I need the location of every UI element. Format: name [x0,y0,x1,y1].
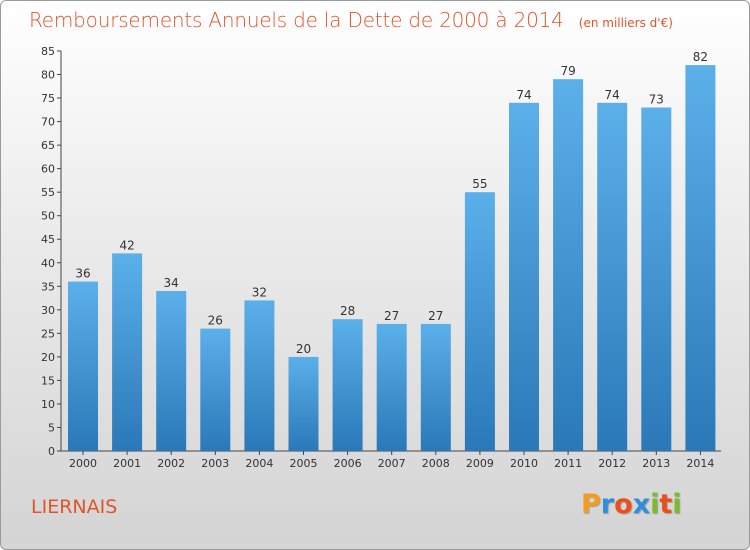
bar [641,107,672,451]
bar [288,356,319,451]
bar [597,102,628,452]
y-tick-label: 85 [41,45,55,58]
x-tick-label: 2010 [510,457,538,470]
bar [332,319,363,451]
y-tick-label: 20 [41,351,55,364]
bar [156,291,187,451]
chart-axes: 0 5 10 15 20 25 30 35 40 45 50 55 60 65 70 75 80 85 2000 20… [41,45,721,470]
y-tick-label: 35 [41,280,55,293]
x-tick-label: 2002 [157,457,185,470]
y-tick-label: 80 [41,69,55,82]
x-tick-label: 2012 [598,457,626,470]
y-tick-label: 10 [41,398,55,411]
x-tick-label: 2001 [113,457,141,470]
x-tick-label: 2011 [554,457,582,470]
logo-letter: o [614,489,633,520]
bar [112,253,143,451]
chart-title: Remboursements Annuels de la Dette de 20… [29,8,564,32]
logo-letter: P [581,489,601,520]
bar [464,192,495,451]
y-tick-label: 65 [41,139,55,152]
x-tick-label: 2005 [290,457,318,470]
data-label: 74 [605,88,620,102]
x-tick-label: 2004 [245,457,273,470]
data-label: 26 [208,314,223,328]
y-tick-label: 40 [41,257,55,270]
y-tick-label: 70 [41,116,55,129]
bar [553,79,584,451]
logo-letter: i [672,489,682,520]
y-tick-label: 45 [41,233,55,246]
chart-unit-note: (en milliers d'€) [578,16,673,30]
data-label: 55 [472,177,487,191]
data-label: 27 [384,309,399,323]
bar [509,102,539,452]
chart-title-block: Remboursements Annuels de la Dette de 20… [29,8,673,32]
y-tick-label: 75 [41,92,55,105]
data-label: 79 [560,64,575,78]
x-tick-label: 2007 [378,457,406,470]
y-tick-label: 0 [48,445,55,458]
x-tick-label: 2013 [642,457,670,470]
logo-letter: x [632,489,651,520]
x-tick-label: 2006 [334,457,362,470]
x-tick-label: 2008 [422,457,450,470]
x-tick-label: 2003 [201,457,229,470]
data-label: 42 [119,238,134,252]
chart-bars [68,65,716,452]
data-label: 27 [428,309,443,323]
y-tick-label: 15 [41,374,55,387]
bar [420,323,451,451]
x-tick-label: 2014 [686,457,714,470]
bar [244,300,275,451]
data-label: 73 [649,93,664,107]
bar [685,65,716,451]
bar [200,328,231,451]
y-tick-label: 30 [41,304,55,317]
bar [68,281,98,451]
x-tick-label: 2000 [69,457,97,470]
y-tick-label: 25 [41,327,55,340]
proxiti-logo: Proxiti [581,489,682,520]
data-label: 32 [252,285,267,299]
data-label: 74 [516,88,531,102]
y-tick-label: 5 [48,421,55,434]
data-label: 34 [164,276,179,290]
data-label: 82 [693,50,708,64]
y-tick-label: 55 [41,186,55,199]
chart-labels: 36 42 34 26 32 20 28 27 27 55 74 79 74 73 82 [75,50,708,356]
data-label: 20 [296,342,311,356]
y-tick-label: 60 [41,163,55,176]
bar [376,323,407,451]
y-tick-label: 50 [41,210,55,223]
x-tick-label: 2009 [466,457,494,470]
logo-letter: r [600,489,615,520]
commune-name: LIERNAIS [31,496,118,518]
logo-letter: t [659,489,673,520]
logo-letter: i [650,489,660,520]
data-label: 36 [75,267,90,281]
data-label: 28 [340,304,355,318]
